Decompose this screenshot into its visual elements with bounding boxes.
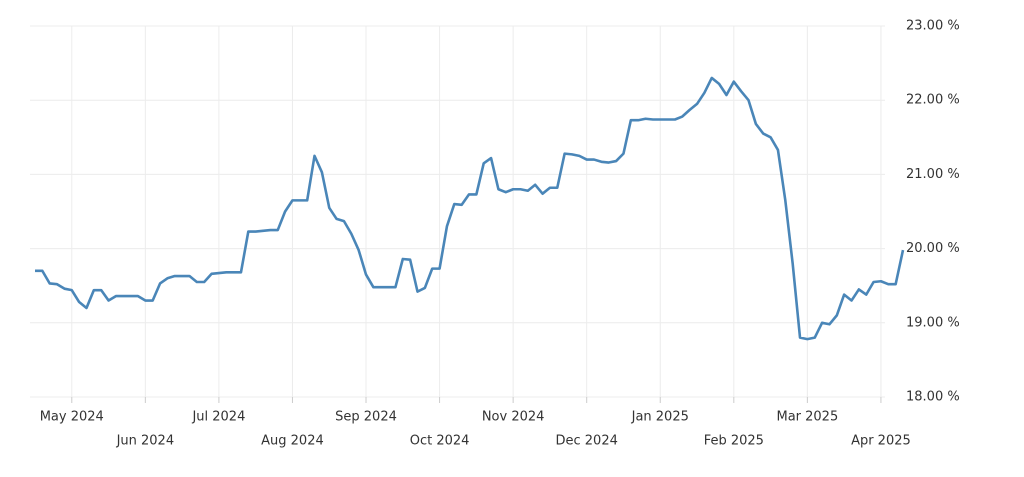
y-tick-label: 23.00 % [906, 19, 960, 34]
x-tick-label: Sep 2024 [335, 410, 397, 425]
y-tick-label: 19.00 % [906, 315, 960, 330]
y-tick-label: 18.00 % [906, 390, 960, 405]
x-tick-label: Jun 2024 [116, 434, 175, 449]
x-tick-label: Aug 2024 [261, 434, 324, 449]
y-tick-label: 20.00 % [906, 241, 960, 256]
x-tick-label: Mar 2025 [776, 410, 838, 425]
x-tick-label: Apr 2025 [851, 434, 911, 449]
x-tick-label: Jan 2025 [631, 410, 689, 425]
y-tick-label: 21.00 % [906, 167, 960, 182]
x-tick-label: Jul 2024 [191, 410, 245, 425]
x-tick-label: May 2024 [40, 410, 104, 425]
x-tick-label: Feb 2025 [704, 434, 764, 449]
y-tick-label: 22.00 % [906, 93, 960, 108]
data-line [35, 76, 905, 341]
x-tick-label: Nov 2024 [482, 410, 545, 425]
x-tick-label: Dec 2024 [556, 434, 618, 449]
x-tick-label: Oct 2024 [410, 434, 470, 449]
